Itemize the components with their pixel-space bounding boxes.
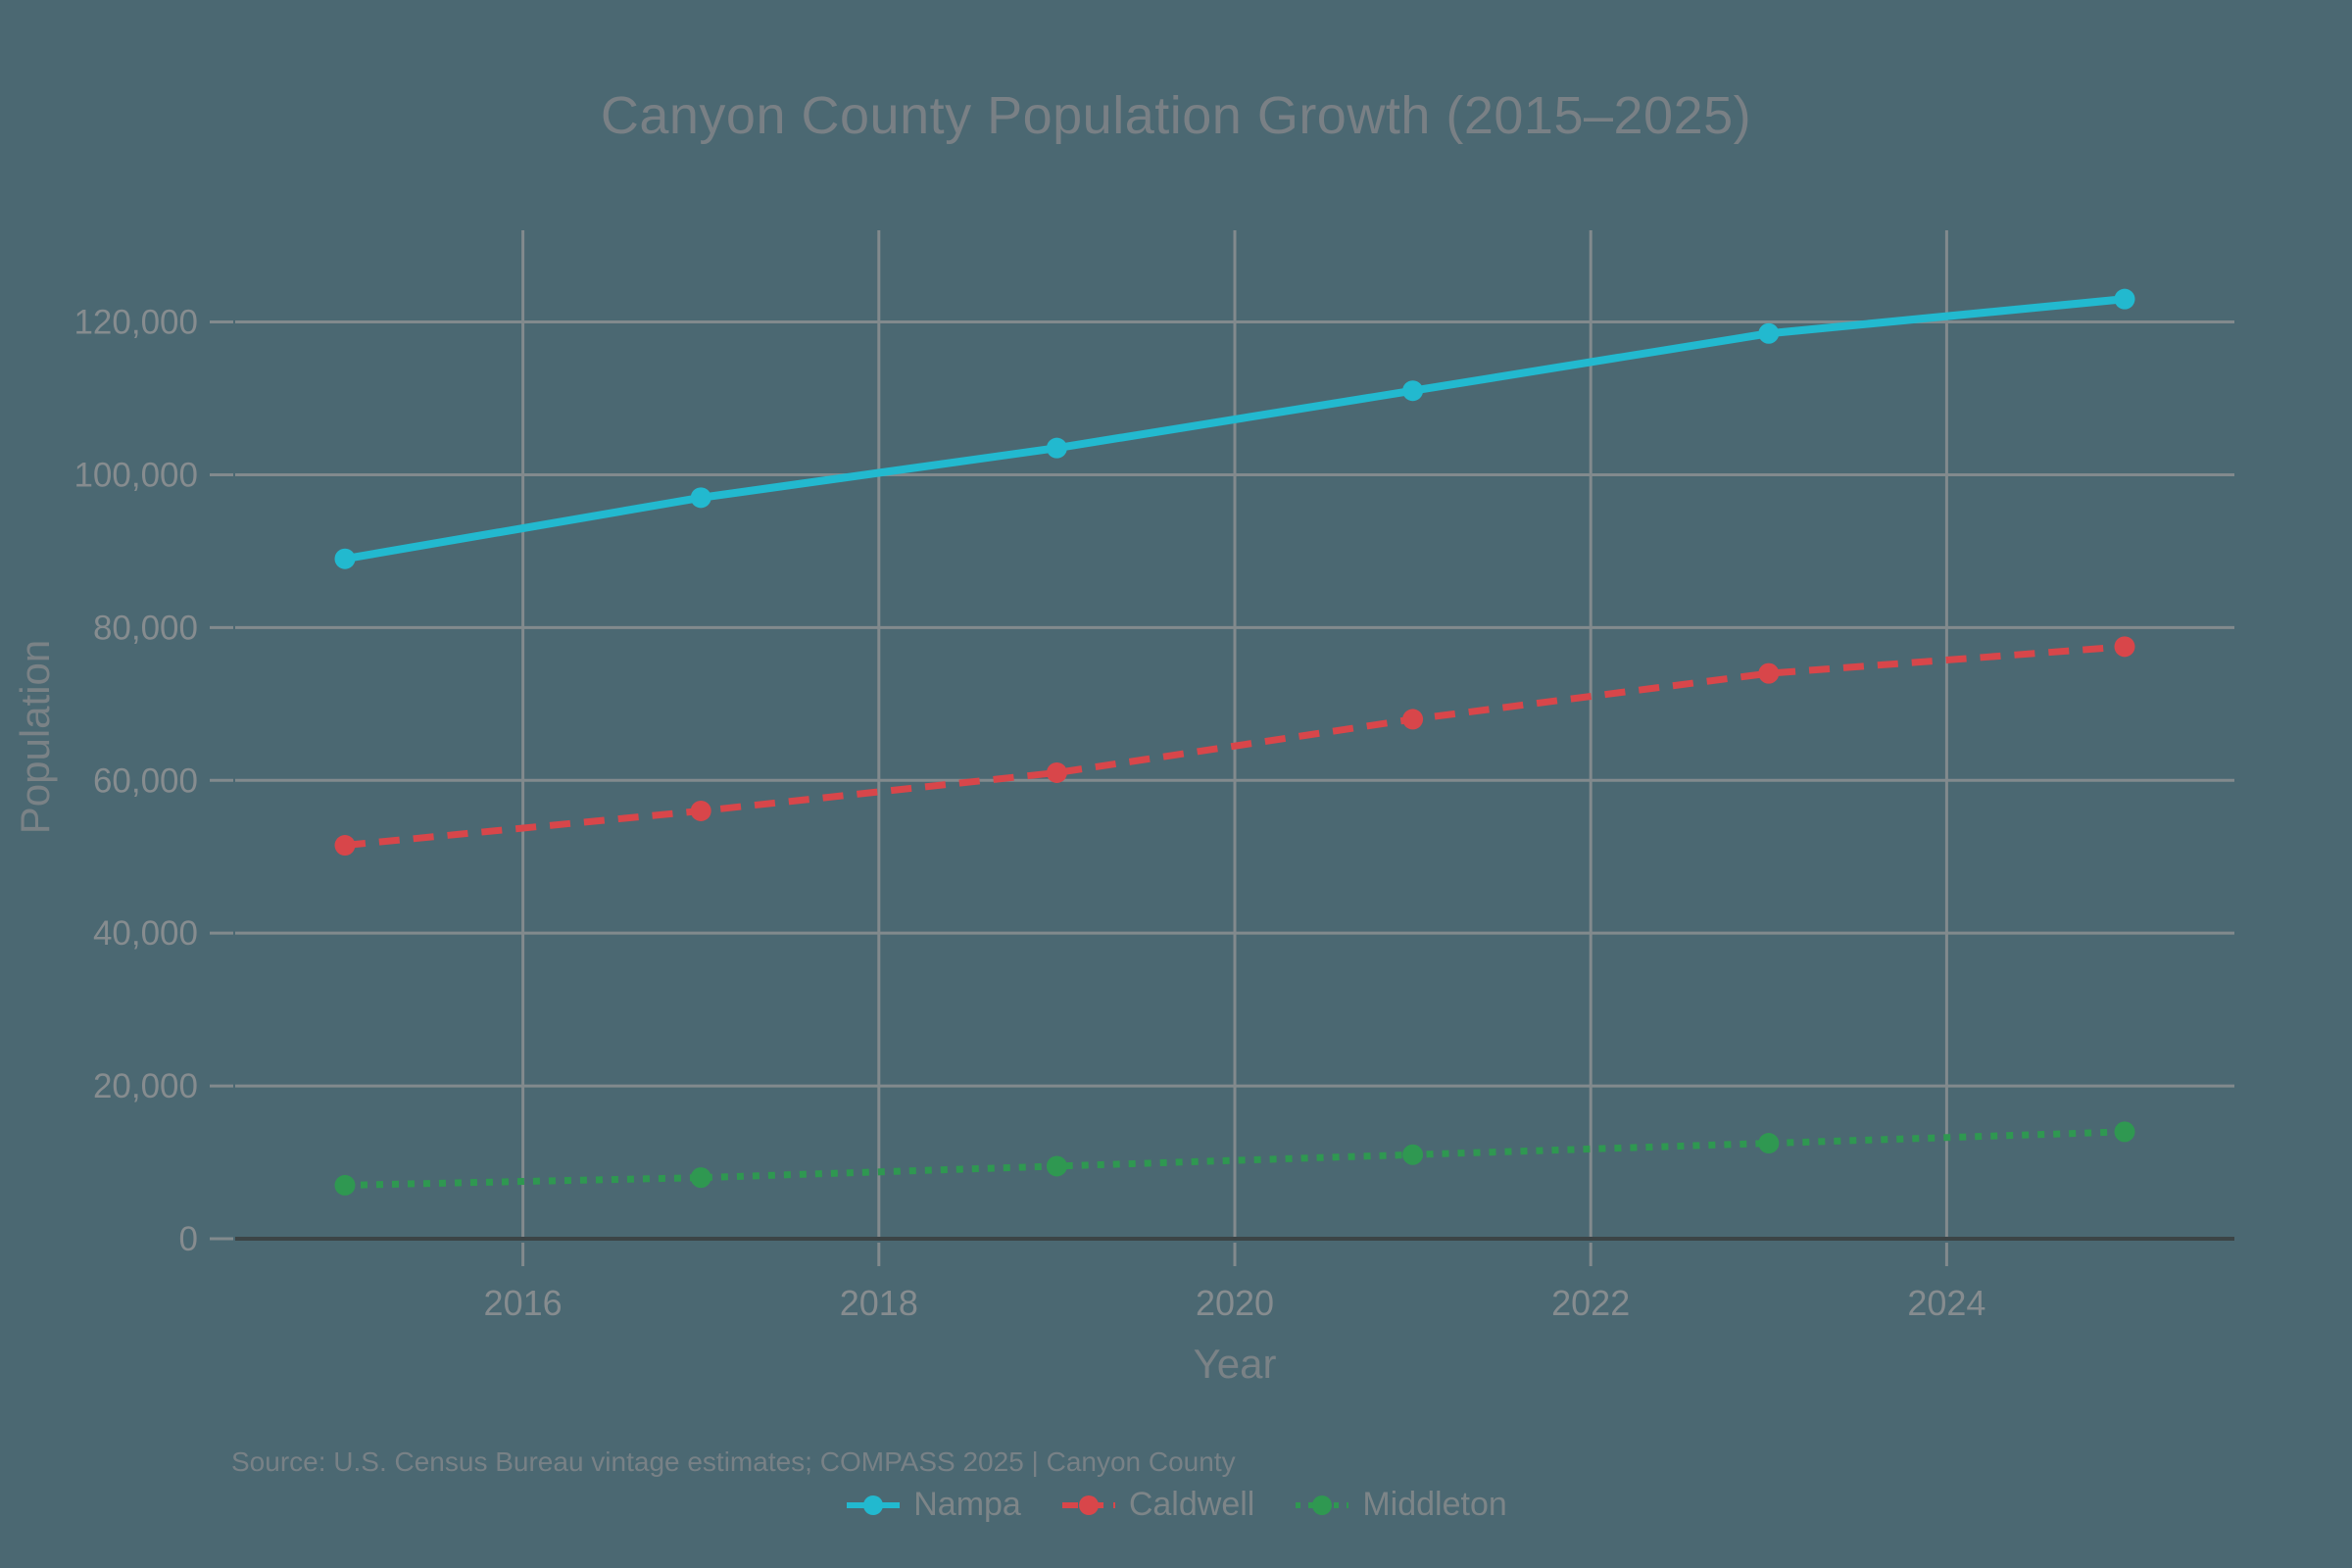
data-point-middleton-2015 [334,1174,356,1196]
data-point-middleton-2017 [690,1167,711,1189]
y-tick-label: 60,000 [93,761,198,800]
y-tick-label: 120,000 [74,304,198,342]
series-line-caldwell [344,643,2126,850]
data-point-middleton-2023 [1758,1133,1780,1154]
series-markers [334,288,2135,1196]
y-tick-label: 80,000 [93,609,198,647]
legend-swatch-dotted-line-icon [1296,1494,1349,1515]
data-point-caldwell-2021 [1402,709,1424,730]
legend-swatch-dot [1078,1494,1099,1515]
data-point-middleton-2019 [1046,1155,1067,1177]
y-tick-label: 20,000 [93,1067,198,1105]
data-point-middleton-2021 [1402,1144,1424,1165]
series-line-nampa [344,295,2126,564]
legend-item-middleton[interactable]: Middleton [1294,1486,1507,1524]
source-note: Source: U.S. Census Bureau vintage estim… [231,1446,1236,1477]
legend-label: Caldwell [1128,1486,1255,1523]
legend-label: Nampa [913,1486,1021,1523]
legend-item-nampa[interactable]: Nampa [845,1486,1021,1524]
legend-swatch-dot [1312,1494,1333,1515]
legend: Nampa Caldwell Middleton [0,1486,2352,1524]
data-point-caldwell-2023 [1758,662,1780,684]
data-point-caldwell-2019 [1046,761,1067,783]
axis-ticks [210,320,1948,1266]
x-tick-label: 2024 [1907,1283,1985,1323]
data-point-nampa-2019 [1046,437,1067,459]
data-point-nampa-2015 [334,548,356,569]
x-axis-title: Year [1193,1341,1277,1387]
data-point-caldwell-2015 [334,835,356,857]
data-point-nampa-2023 [1758,322,1780,344]
y-axis-title: Population [12,639,58,835]
legend-label: Middleton [1362,1486,1507,1523]
data-point-middleton-2025 [2114,1121,2135,1143]
x-tick-label: 2018 [840,1283,918,1323]
legend-item-caldwell[interactable]: Caldwell [1060,1486,1255,1524]
data-point-nampa-2017 [690,487,711,509]
x-tick-label: 2022 [1551,1283,1630,1323]
data-point-nampa-2025 [2114,288,2135,310]
legend-swatch-dashed-line-icon [1061,1494,1115,1515]
series-lines [344,295,2126,1189]
legend-swatch-solid-line-icon [847,1494,901,1515]
chart-title: Canyon County Population Growth (2015–20… [600,86,1752,145]
data-point-caldwell-2025 [2114,636,2135,658]
x-tick-label: 2016 [484,1283,563,1323]
vertical-gridlines [521,230,1948,1239]
data-point-nampa-2021 [1402,380,1424,402]
y-tick-label: 0 [179,1220,198,1258]
axis-tick-labels: 2016 2018 2020 2022 2024 0 20,000 40,000 60,000 8… [74,304,1985,1323]
legend-swatch-dot [863,1494,884,1515]
y-tick-label: 40,000 [93,914,198,953]
y-tick-label: 100,000 [74,456,198,494]
data-point-caldwell-2017 [690,800,711,821]
x-tick-label: 2020 [1196,1283,1274,1323]
